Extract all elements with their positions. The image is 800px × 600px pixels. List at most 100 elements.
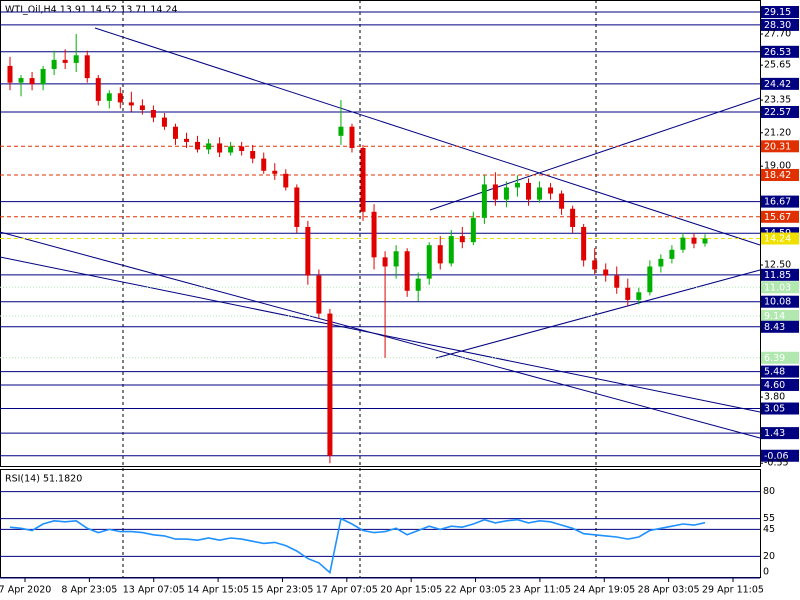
candle-body <box>658 258 664 267</box>
y-tick-label: 19.00 <box>764 161 791 172</box>
candle-body <box>570 208 576 227</box>
y-tick-label: 80 <box>763 486 775 497</box>
level-label-box <box>761 6 799 19</box>
candle-body <box>514 182 520 188</box>
candle-body <box>537 187 543 200</box>
candle-body <box>404 251 410 291</box>
level-label-box <box>761 449 799 462</box>
candle-body <box>128 102 134 106</box>
candle-body <box>603 269 609 276</box>
candle-body <box>503 187 509 200</box>
x-tick-label: 20 Apr 15:05 <box>380 585 442 596</box>
candle-body <box>338 126 344 136</box>
candle-body <box>117 93 123 103</box>
candle-body <box>18 78 24 83</box>
rsi-title: RSI(14) 51.1820 <box>5 474 82 485</box>
level-label: 8.43 <box>764 322 785 333</box>
level-label: 29.15 <box>764 7 791 18</box>
candle-body <box>106 93 112 101</box>
candle-body <box>195 141 201 150</box>
level-label: 28.30 <box>764 20 791 31</box>
candle-body <box>614 275 620 288</box>
x-tick-label: 13 Apr 07:05 <box>123 585 185 596</box>
candle-body <box>437 245 443 264</box>
candle-body <box>702 238 708 244</box>
candle-body <box>459 236 465 243</box>
y-tick-label: 23.35 <box>764 95 791 106</box>
x-tick-label: 7 Apr 2020 <box>0 585 51 596</box>
candle-body <box>51 59 57 69</box>
x-tick-label: 15 Apr 23:05 <box>251 585 313 596</box>
level-label: 24.42 <box>764 79 791 90</box>
candle-body <box>525 182 531 200</box>
x-tick-label: 8 Apr 23:05 <box>61 585 117 596</box>
candle-body <box>382 257 388 267</box>
candle-body <box>559 193 565 209</box>
level-label: 3.05 <box>764 404 785 415</box>
y-tick-label: 27.70 <box>764 29 791 40</box>
level-label-box <box>761 105 799 118</box>
candle-body <box>448 236 454 264</box>
candle-body <box>7 65 13 83</box>
level-label-box <box>761 140 799 153</box>
candle-body <box>184 138 190 142</box>
candle-body <box>73 55 79 63</box>
candle-body <box>40 68 46 85</box>
candle-body <box>316 275 322 314</box>
candle-body <box>680 237 686 250</box>
level-label: 5.48 <box>764 367 785 378</box>
level-label-box <box>761 45 799 58</box>
level-label-box <box>761 295 799 308</box>
chart-title: WTI_Oil,H4 13.91 14.52 13.71 14.24 <box>5 5 178 16</box>
candle-body <box>228 146 234 153</box>
level-label: 11.85 <box>764 270 791 281</box>
candle-body <box>426 245 432 279</box>
candle-body <box>327 313 333 456</box>
level-label: 4.60 <box>764 380 785 391</box>
x-tick-label: 24 Apr 19:05 <box>573 585 635 596</box>
candle-body <box>371 211 377 258</box>
candle-body <box>95 78 101 101</box>
y-tick-label: 0 <box>763 567 769 578</box>
candle-body <box>647 266 653 293</box>
candle-body <box>691 237 697 244</box>
candle-body <box>360 147 366 212</box>
level-label-box <box>761 77 799 90</box>
candle-body <box>161 117 167 127</box>
level-label-box <box>761 309 799 322</box>
candle-body <box>294 187 300 227</box>
candle-body <box>669 249 675 259</box>
y-tick-label: 45 <box>763 524 775 535</box>
y-tick-label: 3.80 <box>764 392 785 403</box>
level-label-box <box>761 378 799 391</box>
x-tick-label: 29 Apr 11:05 <box>702 585 764 596</box>
candle-body <box>239 146 245 152</box>
candle-body <box>29 78 35 85</box>
x-tick-label: 14 Apr 15:05 <box>187 585 249 596</box>
candle-body <box>283 173 289 188</box>
level-label: -0.06 <box>764 451 789 462</box>
level-label: 20.31 <box>764 141 791 152</box>
trend-line <box>94 27 761 246</box>
candle-body <box>470 217 476 243</box>
candle-body <box>581 226 587 261</box>
candle-body <box>415 278 421 291</box>
candle-body <box>625 287 631 300</box>
candle-body <box>349 126 355 148</box>
level-label-box <box>761 18 799 31</box>
candle-body <box>261 158 267 171</box>
candle-body <box>305 226 311 276</box>
y-tick-label: 20 <box>763 551 775 562</box>
level-label-box <box>761 232 799 245</box>
level-label: 1.43 <box>764 428 785 439</box>
candle-body <box>84 55 90 79</box>
candle-body <box>492 184 498 200</box>
x-tick-label: 22 Apr 03:05 <box>445 585 507 596</box>
level-label-box <box>761 351 799 364</box>
y-tick-label: 55 <box>763 513 775 524</box>
level-label: 14.24 <box>764 234 791 245</box>
trend-line <box>435 269 761 359</box>
candle-body <box>62 59 68 63</box>
level-label: 11.03 <box>764 282 791 293</box>
